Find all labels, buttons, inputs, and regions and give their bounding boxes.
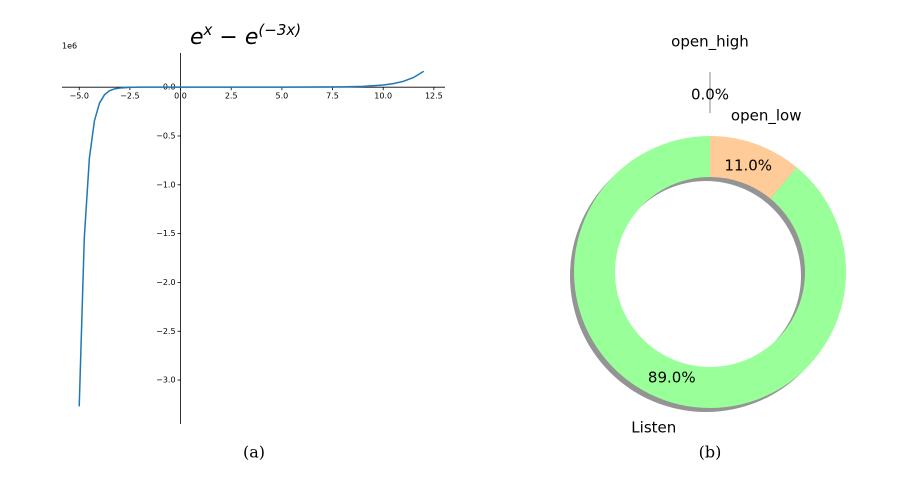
wedge: [710, 136, 797, 199]
pie-label: open_low: [731, 106, 802, 125]
title-part: (−3x): [258, 21, 301, 39]
pct-label: 11.0%: [724, 156, 772, 174]
x-tick-label: −2.5: [120, 92, 139, 101]
offset-label: 1e6: [62, 42, 77, 51]
x-tick-label: 5.0: [276, 92, 289, 101]
chart-title: ex − e(−3x): [190, 21, 301, 51]
y-tick-label: −1.5: [156, 229, 175, 238]
x-tick-label: 0.0: [174, 92, 187, 101]
x-tick-label: −5.0: [70, 92, 89, 101]
x-tick-label: 2.5: [225, 92, 238, 101]
pie-label: Listen: [631, 419, 676, 437]
x-tick-label: 10.0: [374, 92, 392, 101]
caption: (b): [699, 443, 722, 462]
title-part: e: [190, 25, 204, 50]
y-tick-label: −2.0: [156, 278, 175, 287]
pie-label: open_high: [671, 33, 749, 52]
title-part: − e: [212, 25, 258, 50]
y-tick-label: −2.5: [156, 327, 175, 336]
y-tick-label: −3.0: [156, 376, 175, 385]
caption: (a): [243, 443, 265, 462]
wedge: [573, 136, 846, 408]
title-part: x: [203, 21, 213, 39]
y-tick-label: −0.5: [156, 131, 175, 140]
x-tick-label: 7.5: [326, 92, 339, 101]
y-tick-label: −1.0: [156, 180, 175, 189]
pct-label: 0.0%: [691, 86, 729, 104]
pct-label: 89.0%: [648, 369, 696, 387]
line-series: [78, 70, 425, 407]
x-tick-label: 12.5: [425, 92, 443, 101]
